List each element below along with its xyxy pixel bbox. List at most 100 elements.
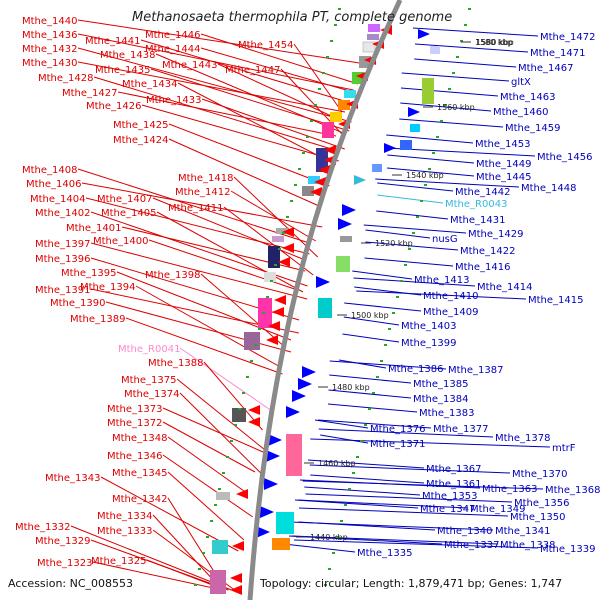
leader-line <box>386 134 474 144</box>
leader-line <box>364 257 454 267</box>
gene-label: Mthe_1440 <box>22 16 78 27</box>
gene-label: Mthe_1449 <box>476 159 532 170</box>
gene-label: Mthe_1334 <box>97 511 153 522</box>
leader-line <box>77 61 346 113</box>
leader-line <box>280 68 346 138</box>
accession-text: Accession: NC_008553 <box>8 577 134 590</box>
position-tick <box>290 200 293 202</box>
position-tick <box>416 216 419 218</box>
leader-line <box>230 190 317 242</box>
leader-line <box>328 389 412 399</box>
gene-label: Mthe_1471 <box>530 48 586 59</box>
leader-line <box>150 68 350 132</box>
position-tick <box>330 40 333 42</box>
leader-line <box>116 271 292 341</box>
gene-label: Mthe_1435 <box>95 65 151 76</box>
gene-label: Mthe_1404 <box>30 194 86 205</box>
leader-line <box>309 464 511 474</box>
gene-label: nusG <box>432 234 458 245</box>
gene-label: Mthe_1446 <box>145 30 201 41</box>
kbp-label: 1440 kbp <box>310 533 348 542</box>
leader-line <box>141 104 339 162</box>
gene-label: Mthe_1333 <box>97 526 153 537</box>
leader-line <box>200 273 287 349</box>
gene-label: Mthe_1406 <box>26 179 82 190</box>
leader-line <box>314 419 369 429</box>
leader-line <box>387 154 475 164</box>
gene-label: Mthe_1422 <box>460 246 516 257</box>
position-tick <box>448 88 451 90</box>
gene-label: Mthe_1397 <box>35 239 91 250</box>
gene-label: Mthe_1390 <box>50 298 106 309</box>
position-tick <box>380 360 383 362</box>
position-tick <box>456 56 459 58</box>
gene-label: Mthe_1395 <box>61 268 117 279</box>
gene-label: Mthe_1345 <box>112 468 168 479</box>
position-tick <box>436 136 439 138</box>
gene-label: Mthe_1445 <box>476 172 532 183</box>
kbp-label: 1460 kbp <box>318 459 356 468</box>
gene-label: Mthe_1454 <box>238 40 294 51</box>
kbp-label: 1580 kbp <box>475 38 513 47</box>
position-tick <box>372 392 375 394</box>
kbp-label: 1480 kbp <box>332 383 370 392</box>
position-tick <box>238 408 241 410</box>
leader-line <box>338 359 387 369</box>
gene-label: Mthe_1340 <box>437 526 493 537</box>
position-tick <box>294 184 297 186</box>
position-tick <box>270 280 273 282</box>
position-tick <box>336 536 339 538</box>
gene-label: Mthe_1378 <box>495 433 551 444</box>
position-tick <box>392 312 395 314</box>
gene-label: Mthe_1332 <box>15 522 71 533</box>
gene-label: Mthe_1367 <box>426 464 482 475</box>
gene-label: Mthe_1342 <box>112 494 168 505</box>
position-tick <box>322 72 325 74</box>
leader-line <box>399 118 504 128</box>
position-tick <box>412 232 415 234</box>
forward-strand-labels: Mthe_1440 Mthe_1446 Mthe_1436 Mthe_1441 Mthe… <box>15 16 294 569</box>
gene-label: Mthe_1375 <box>121 375 177 386</box>
leader-line <box>365 229 431 239</box>
position-tick <box>258 328 261 330</box>
gene-label: Mthe_1398 <box>145 270 201 281</box>
gene-label: Mthe_1405 <box>101 208 157 219</box>
gene-label: Mthe_1386 <box>388 364 444 375</box>
position-tick <box>246 376 249 378</box>
gene-label: Mthe_1371 <box>370 439 426 450</box>
position-tick <box>420 200 423 202</box>
genome-backbone <box>247 0 403 600</box>
position-tick <box>384 344 387 346</box>
leader-line <box>342 333 400 343</box>
leader-line <box>329 360 447 370</box>
gene-label: Mthe_1339 <box>540 544 596 555</box>
position-tick <box>388 328 391 330</box>
gene-label: Mthe_1447 <box>225 65 281 76</box>
gene-label: Mthe_1368 <box>545 485 600 496</box>
gene-label: Mthe_1377 <box>433 424 489 435</box>
gene-label: Mthe_1427 <box>62 88 118 99</box>
position-tick <box>282 232 285 234</box>
leader-line <box>90 242 308 300</box>
position-tick <box>214 504 217 506</box>
gene-label: Mthe_1323 <box>37 558 93 569</box>
leader-line <box>168 138 322 208</box>
gene-label: Mthe_1402 <box>35 208 91 219</box>
position-tick <box>298 168 301 170</box>
position-tick <box>198 568 201 570</box>
gene-label: Mthe_1424 <box>113 135 169 146</box>
position-tick <box>318 88 321 90</box>
leader-line <box>304 486 421 496</box>
gene-label: Mthe_1444 <box>145 44 201 55</box>
leader-line <box>201 98 345 150</box>
position-tick <box>444 104 447 106</box>
gene-label: gltX <box>511 77 531 88</box>
position-tick <box>464 24 467 26</box>
leader-line <box>156 211 304 293</box>
reverse-gene-cluster-top <box>354 29 440 185</box>
leader-line <box>162 407 264 453</box>
position-tick <box>408 248 411 250</box>
leader-line <box>167 436 248 494</box>
gene-label: Mthe_1413 <box>414 275 470 286</box>
leader-line <box>291 535 499 545</box>
